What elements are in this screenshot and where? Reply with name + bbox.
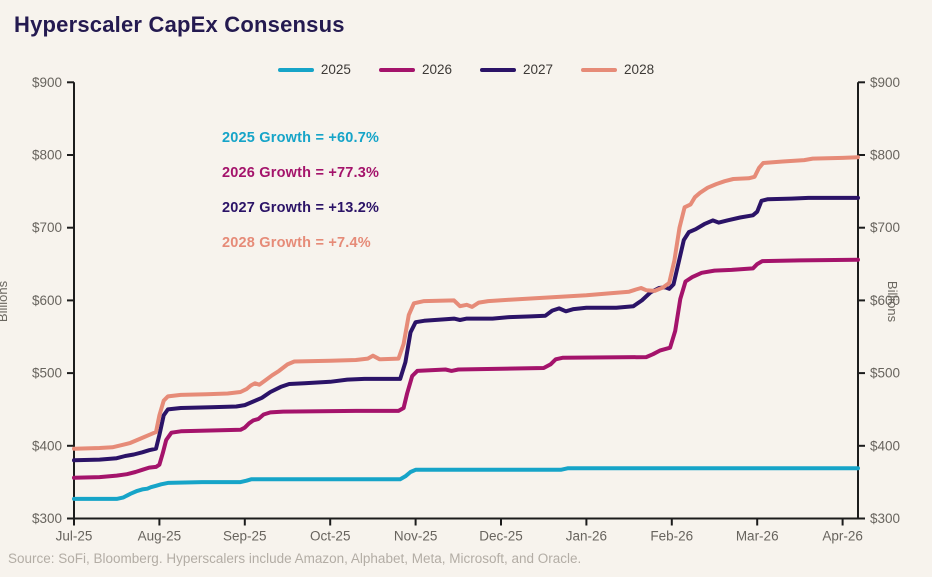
- x-axis-tick-label: Mar-26: [736, 529, 779, 544]
- growth-annotation-2026: 2026 Growth = +77.3%: [222, 165, 380, 181]
- series-line-2028: [72, 155, 860, 451]
- legend-item-2026: 2026: [378, 62, 452, 77]
- legend-swatch-2027-icon: [480, 67, 516, 72]
- y-axis-tick-label-right: $500: [870, 366, 900, 381]
- legend-label: 2026: [421, 62, 452, 77]
- x-axis-tick-label: Jan-26: [566, 529, 607, 544]
- y-axis-tick-label-left: $400: [32, 438, 62, 453]
- x-axis-tick-label: Jul-25: [56, 529, 93, 544]
- y-axis-tick-label-left: $600: [32, 293, 62, 308]
- legend-label: 2028: [624, 62, 655, 77]
- growth-annotation-2027: 2027 Growth = +13.2%: [222, 200, 380, 216]
- legend-swatch-2026-icon: [378, 67, 415, 72]
- legend-label: 2025: [320, 62, 351, 77]
- x-axis-tick-label: Dec-25: [479, 529, 523, 544]
- legend-item-2025: 2025: [277, 62, 351, 77]
- y-axis-tick-label-left: $500: [32, 366, 62, 381]
- series-line-2027: [72, 195, 860, 463]
- legend-item-2028: 2028: [581, 62, 654, 77]
- y-axis-tick-label-right: $400: [870, 438, 900, 453]
- y-axis-tick-label-right: $700: [870, 220, 900, 235]
- series-line-2025: [72, 466, 860, 501]
- x-axis-tick-label: Feb-26: [650, 529, 693, 544]
- x-axis-tick-label: Apr-26: [822, 529, 863, 544]
- growth-annotation-2028: 2028 Growth = +7.4%: [222, 235, 371, 251]
- y-axis-tick-label-left: $300: [32, 511, 62, 526]
- growth-annotation-2025: 2025 Growth = +60.7%: [222, 130, 380, 146]
- legend-item-2027: 2027: [480, 62, 553, 77]
- y-axis-tick-label-right: $800: [870, 148, 900, 163]
- x-axis-tick-label: Oct-25: [310, 529, 351, 544]
- page-title: Hyperscaler CapEx Consensus: [14, 12, 345, 37]
- legend-swatch-2025-icon: [277, 67, 314, 72]
- axis-frame: [73, 82, 859, 520]
- y-axis-tick-label-right: $300: [870, 511, 900, 526]
- growth-annotations: 2025 Growth = +60.7% 2026 Growth = +77.3…: [222, 130, 379, 270]
- y-axis-tick-label-left: $700: [32, 220, 62, 235]
- series-line-2026: [72, 257, 860, 480]
- x-axis-tick-label: Aug-25: [138, 529, 182, 544]
- y-axis-tick-label-right: $600: [870, 293, 900, 308]
- y-axis-title-left: Billions: [0, 280, 11, 323]
- x-axis-tick-label: Nov-25: [394, 529, 438, 544]
- legend-label: 2027: [523, 62, 554, 77]
- y-axis-title-right: Billions: [885, 280, 901, 323]
- chart-legend: 2025 2026 2027 2028: [0, 62, 932, 77]
- x-axis-tick-label: Sep-25: [223, 529, 267, 544]
- source-note: Source: SoFi, Bloomberg. Hyperscalers in…: [8, 551, 582, 566]
- y-axis-tick-label-left: $900: [32, 75, 62, 90]
- legend-swatch-2028-icon: [581, 67, 618, 72]
- y-axis-tick-label-right: $900: [870, 75, 900, 90]
- y-axis-tick-label-left: $800: [32, 148, 62, 163]
